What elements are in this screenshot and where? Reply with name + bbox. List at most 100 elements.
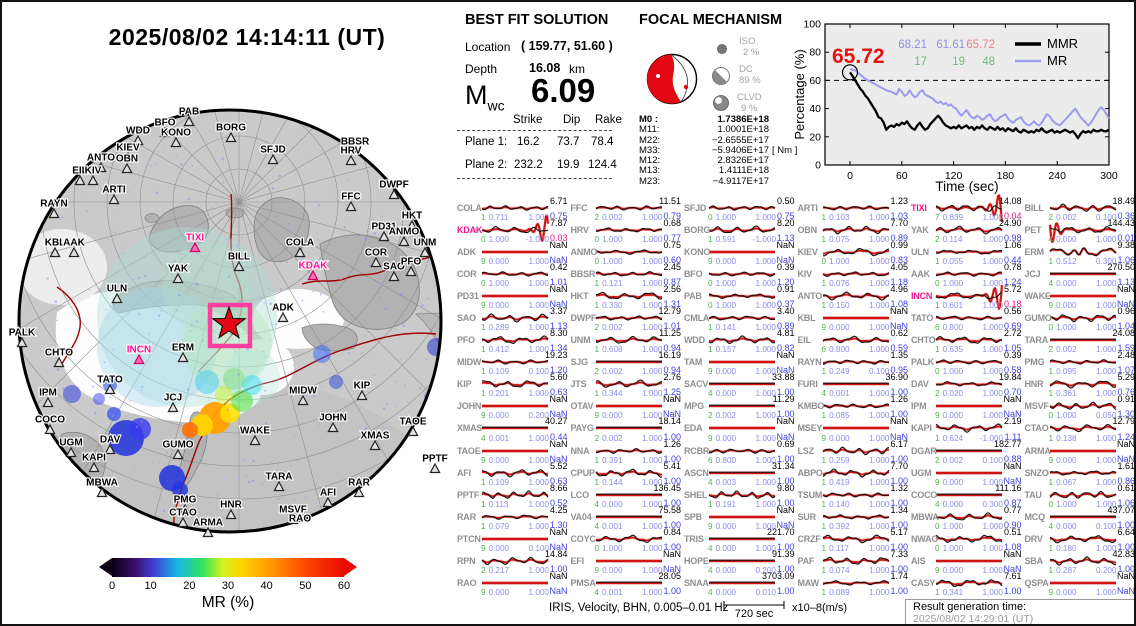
plane2-strike: 232.2 (514, 159, 543, 171)
station-ratio: 1.24 (1117, 431, 1135, 442)
station-code: RAYN (797, 357, 822, 368)
station-ratio: 1.00 (1117, 541, 1135, 552)
map-station-INCN: INCN (126, 343, 152, 365)
station-fit-numbers: 1 0.109 1.000 (481, 477, 549, 487)
station-fit-numbers: 0 1.000 1.000 (708, 213, 776, 223)
map-station-MSVF: MSVF (278, 503, 308, 525)
station-amplitude: 144.43 (1107, 218, 1135, 229)
station-fit-numbers: 9 0.000 0.100 (481, 543, 549, 553)
station-fit-numbers: 2 0.002 1.000 (594, 367, 663, 377)
map-station-ADK: ADK (271, 301, 296, 323)
station-fit-numbers: 4 0.000 1.000 (594, 499, 663, 509)
station-ratio: 0.01 (1117, 233, 1135, 244)
station-cell-PPTF: PPTF 8.66 0.52 1 0.113 1.000 (457, 483, 571, 509)
station-code: MIDW (457, 357, 482, 368)
svg-text:PAB: PAB (179, 107, 199, 118)
map-station-TATO: TATO (96, 373, 124, 395)
station-fit-numbers: 1 0.157 1.000 (708, 345, 776, 355)
map-station-SAO: SAO (382, 260, 406, 282)
station-cell-CHTO: CHTO 2.72 1.05 1 0.635 1.000 (911, 328, 1025, 354)
station-ratio: NaN (776, 431, 795, 442)
svg-text:ARMA: ARMA (193, 518, 223, 529)
scale-label: 720 sec (734, 608, 774, 620)
waveform-trace (822, 579, 889, 586)
svg-text:100: 100 (803, 19, 821, 31)
station-code: DGAR (911, 445, 937, 456)
map-station-SFJD: SFJD (259, 143, 287, 165)
waveform-trace (708, 205, 776, 211)
station-ratio: 1.59 (1117, 343, 1135, 354)
station-cell-ERM: ERM 9.38 1.06 1 0.512 0.300 (1025, 240, 1135, 267)
station-cell-BFO: BFO 0.39 1.20 0 1.000 1.000 (684, 262, 798, 288)
station-code: JTS (570, 379, 587, 390)
station-fit-numbers: 1 0.289 1.000 (481, 323, 549, 333)
station-cell-EIL: EIL 0.62 0.59 6 0.800 1.000 (798, 328, 912, 354)
station-fit-numbers: 1 0.103 1.000 (821, 213, 890, 223)
station-fit-numbers: 4 0.000 1.000 (708, 543, 776, 553)
svg-text:MIDW: MIDW (289, 386, 317, 397)
station-fit-numbers: 9 0.000 1.000 (708, 257, 776, 267)
station-cell-PMG: PMG 2.48 1.07 1 0.095 1.000 (1025, 350, 1135, 376)
station-ratio: 0.44 (1003, 255, 1022, 266)
station-cell-SJG: SJG 16.19 0.94 2 0.002 1.000 (571, 350, 685, 377)
station-ratio: 0.83 (890, 255, 908, 266)
station-amplitude: 0.62 (890, 328, 908, 339)
waveform-trace (481, 271, 549, 277)
station-fit-numbers: 4 0.000 1.000 (1048, 235, 1117, 245)
station-code: SAO (457, 313, 476, 324)
station-code: HOPE (684, 555, 709, 566)
station-cell-EDA: EDA NaN NaN 9 0.000 1.000 (684, 416, 798, 442)
station-code: ARTI (797, 203, 818, 213)
waveform-trace (708, 490, 776, 499)
waveform-trace (595, 205, 662, 211)
waveform-trace (595, 559, 662, 563)
plane-header-strike: Strike (513, 114, 543, 126)
station-code: BORG (684, 225, 711, 236)
station-cell-VA04: VA04 75.58 1.00 4 0.001 1.000 (570, 505, 685, 531)
station-fit-numbers: 2 0.217 1.000 (481, 565, 549, 575)
station-fit-numbers: 4 0.003 1.000 (708, 477, 776, 487)
station-code: ABPO (797, 467, 823, 478)
station-fit-numbers: 1 0.201 1.000 (481, 389, 549, 399)
station-fit-numbers: 0 1.000 1.000 (594, 235, 663, 245)
plane2-label: Plane 2: (465, 159, 508, 171)
svg-text:PMG: PMG (174, 495, 197, 506)
waveform-trace (1049, 380, 1116, 389)
station-ratio: 1.34 (549, 343, 568, 354)
station-ratio: 1.00 (776, 409, 795, 420)
station-code: ASCN (684, 467, 709, 478)
waveform-trace (1049, 203, 1116, 212)
waveform-trace (595, 360, 662, 364)
map-station-DAV: DAV (99, 433, 122, 455)
waveform-trace (935, 534, 1003, 543)
time-scale-bar (723, 601, 785, 609)
map-station-TIXI: TIXI (185, 231, 205, 253)
station-cell-CRZF: CRZF 5.17 1.00 1 0.117 1.000 (798, 527, 912, 553)
svg-text:68.21: 68.21 (898, 39, 927, 51)
station-fit-numbers: 2 0.002 0.100 (1048, 213, 1117, 223)
waveform-trace (935, 336, 1003, 344)
station-ratio: 1.00 (663, 453, 681, 464)
station-fit-numbers: 9 0.000 1.000 (708, 521, 776, 531)
station-amplitude: 221.70 (766, 526, 795, 537)
station-code: VA04 (570, 511, 592, 522)
station-fit-numbers: 1 0.512 0.300 (1048, 257, 1117, 267)
waveform-trace (1049, 314, 1116, 323)
svg-text:KDAK: KDAK (299, 261, 329, 272)
station-cell-ADK: ADK NaN NaN 9 0.000 1.000 (457, 240, 571, 266)
station-fit-numbers: 9 0.000 1.000 (935, 477, 1003, 487)
station-ratio: 1.25 (663, 387, 681, 398)
station-fit-numbers: 1 0.079 1.000 (481, 521, 549, 531)
station-ratio: 1.00 (663, 585, 681, 596)
svg-text:180: 180 (997, 170, 1015, 182)
station-cell-KMBO: KMBO 1.26 1.00 1 0.085 1.000 (798, 394, 912, 420)
station-cell-KIEV: KIEV 0.99 0.83 0 1.000 1.000 (798, 240, 912, 266)
station-ratio: 0.70 (1003, 387, 1022, 398)
station-cell-KIV: KIV 4.05 1.18 1 0.076 1.000 (798, 262, 912, 288)
station-amplitude: NaN (1116, 284, 1135, 295)
waveform-trace (481, 489, 549, 499)
map-station-BBSR: BBSR (340, 135, 371, 148)
station-cell-PAF: PAF 7.33 1.00 1 0.074 1.000 (798, 549, 912, 575)
station-fit-numbers: 1 0.141 1.000 (708, 323, 776, 333)
station-fit-numbers: 0 1.000 1.000 (1048, 499, 1117, 509)
